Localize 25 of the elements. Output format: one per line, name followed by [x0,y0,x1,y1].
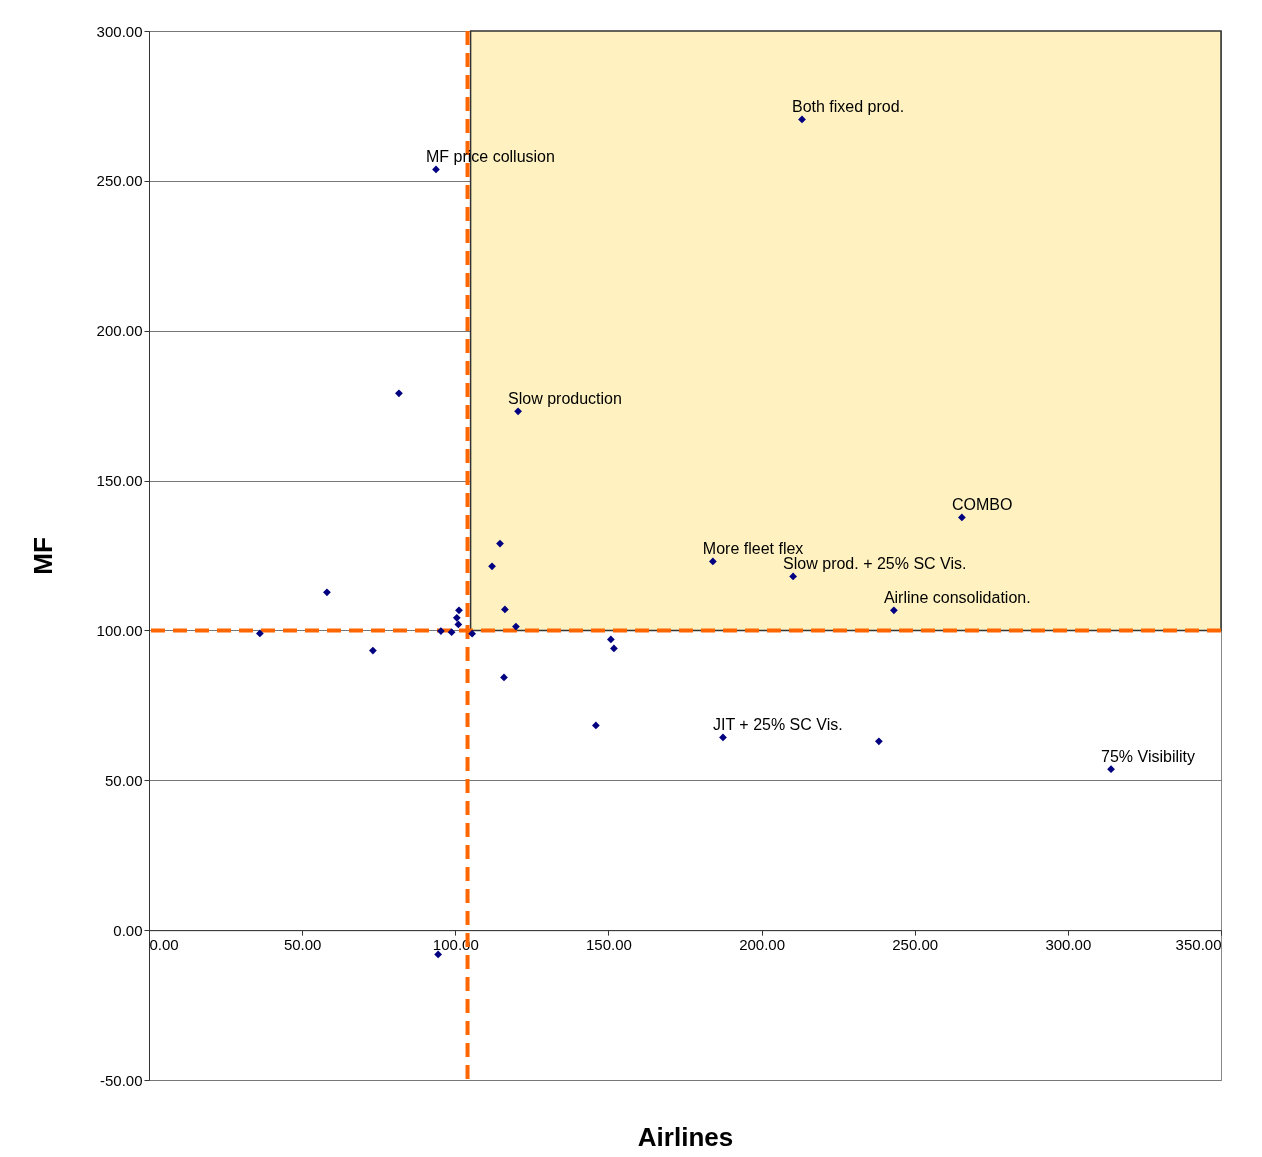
annotation: Airline consolidation. [883,589,1031,607]
y-tick-label: 300.00 [96,22,143,40]
x-tick-label: 300.00 [1045,935,1092,953]
x-tick-label: 250.00 [892,935,939,953]
x-tick-label: 150.00 [585,935,632,953]
y-tick-label: 150.00 [96,472,143,490]
y-tick-label: 0.00 [113,921,143,939]
x-tick-label: 50.00 [283,935,322,953]
annotation: Both fixed prod. [792,98,905,116]
y-tick-label: 100.00 [96,621,143,639]
annotation: Slow prod. + 25% SC Vis. [783,555,967,573]
x-tick-label: 200.00 [739,935,786,953]
annotation: COMBO [951,496,1013,514]
y-tick-label: -50.00 [99,1071,143,1089]
y-tick-label: 250.00 [96,172,143,190]
y-tick-label: 50.00 [104,771,143,789]
x-axis-title: Airlines [637,1121,734,1152]
annotation: More fleet flex [702,540,804,558]
x-tick-label: 350.00 [1175,935,1222,953]
x-tick-label: 0.00 [149,935,179,953]
y-axis-title: MF [27,537,58,575]
annotation: Slow production [508,390,622,408]
annotation: JIT + 25% SC Vis. [712,716,843,734]
y-tick-label: 200.00 [96,322,143,340]
annotation: 75% Visibility [1101,748,1196,766]
